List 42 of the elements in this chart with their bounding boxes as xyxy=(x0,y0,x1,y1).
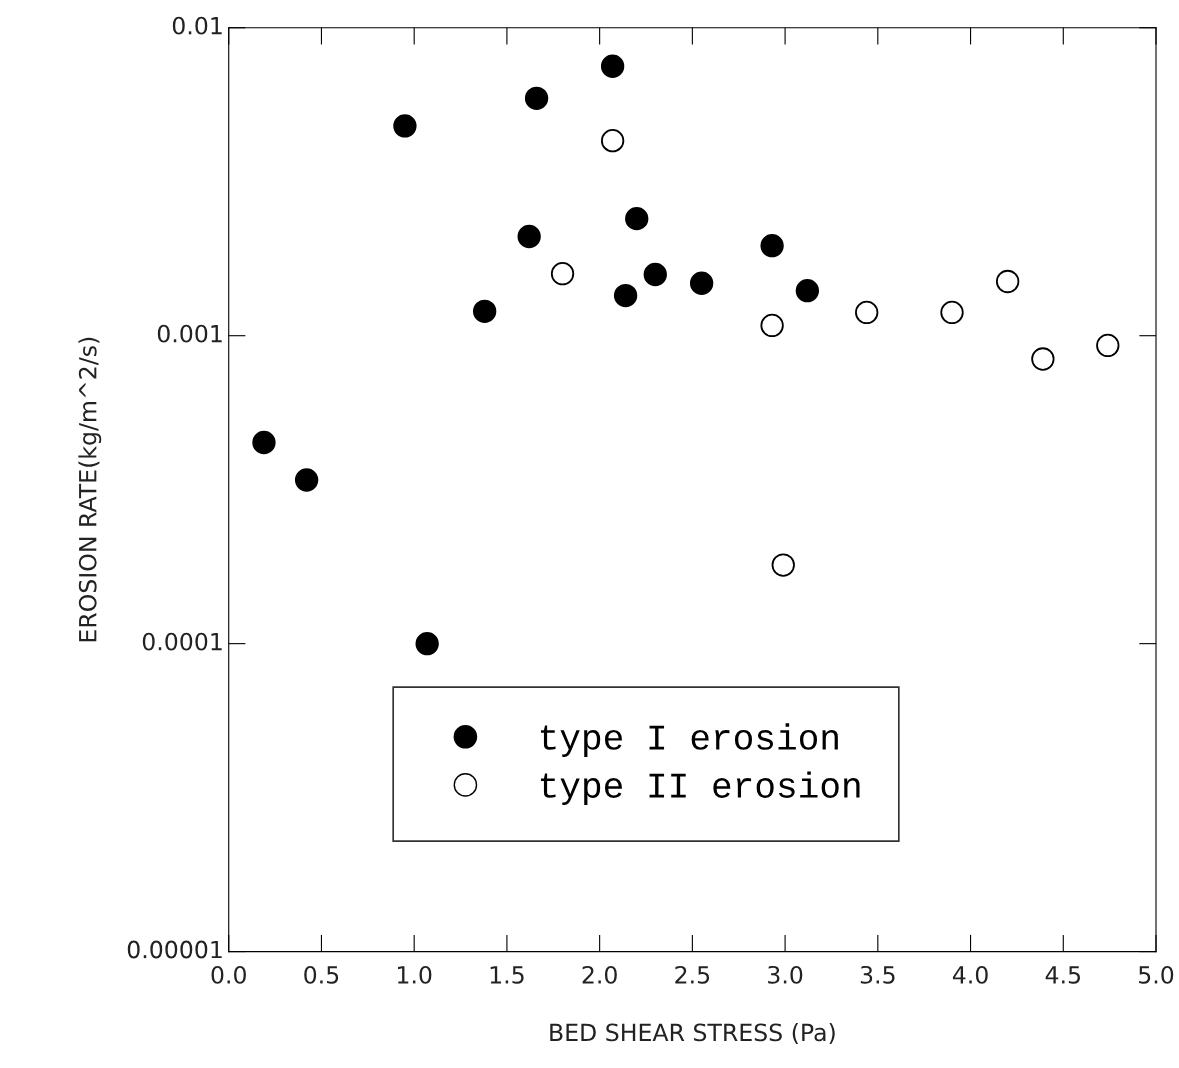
point xyxy=(795,279,820,303)
point xyxy=(625,206,649,231)
point xyxy=(600,128,625,153)
point xyxy=(613,283,638,308)
point xyxy=(760,234,784,258)
x-tick-label: 1.0 xyxy=(398,965,432,984)
point xyxy=(1031,347,1055,371)
x-tick-label: 4.5 xyxy=(1045,966,1080,984)
y-tick-label: 0.00001 xyxy=(127,940,222,959)
x-tick-label: 1.5 xyxy=(490,966,524,984)
x-tick-label: 5.0 xyxy=(1139,965,1174,984)
point xyxy=(940,300,964,325)
x-tick-label: 2.0 xyxy=(582,965,617,984)
x-tick-label: 2.5 xyxy=(675,965,710,984)
x-tick-label: 3.5 xyxy=(860,965,895,984)
point xyxy=(472,299,497,323)
point xyxy=(771,553,795,577)
x-tick-label: 4.0 xyxy=(952,965,988,984)
point xyxy=(294,468,319,492)
x-tick-label: 0.5 xyxy=(304,965,339,984)
point xyxy=(760,313,784,338)
x-tick-label: 3.0 xyxy=(768,965,803,984)
point xyxy=(415,631,439,656)
y-tick-label: 0.01 xyxy=(172,16,222,35)
point xyxy=(393,114,417,138)
x-axis-title: BED SHEAR STRESS (Pa) xyxy=(550,1023,835,1045)
legend-label: type I erosion xyxy=(540,723,838,757)
point xyxy=(689,271,714,295)
point xyxy=(995,269,1020,294)
y-tick-label: 0.0001 xyxy=(142,632,222,651)
point xyxy=(1096,333,1120,358)
point xyxy=(600,54,625,78)
point xyxy=(855,300,879,325)
point xyxy=(524,86,549,110)
y-axis-title: EROSION RATE(kg/m^2/s) xyxy=(78,337,102,642)
point xyxy=(517,224,541,249)
point xyxy=(550,262,575,286)
point xyxy=(643,262,667,287)
point xyxy=(252,430,276,455)
y-tick-label: 0.001 xyxy=(157,324,222,343)
legend-label: type II erosion xyxy=(540,771,860,806)
x-tick-label: 0.0 xyxy=(211,965,246,984)
